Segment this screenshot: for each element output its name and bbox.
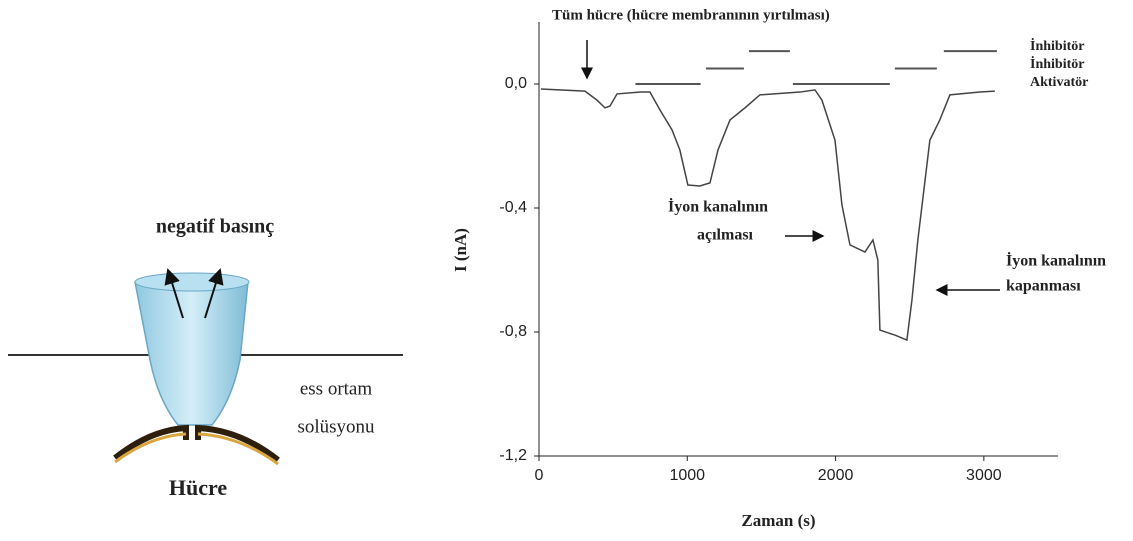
x-axis-title: Zaman (s) [741,511,815,530]
y-axis-title: I (nA) [451,228,470,272]
medium-label: ess ortam [300,378,373,399]
cell-membrane-edge [114,432,279,466]
y-tick-label: -1,2 [499,447,527,464]
medium-label: solüsyonu [297,416,375,437]
cell-label: Hücre [169,475,227,500]
y-tick-label: -0,8 [499,323,527,340]
y-tick-label: -0,4 [499,199,527,216]
annotation: İyon kanalının [1006,251,1106,270]
x-tick-label: 1000 [669,467,705,484]
y-tick-label: 0,0 [505,75,527,92]
pipette-top [134,272,250,292]
annotation: Tüm hücre (hücre membranının yırtılması) [552,7,830,23]
pressure-arrow [164,268,184,319]
annotation: İyon kanalının [668,197,768,216]
cell-membrane [113,424,280,463]
pressure-arrow [204,268,224,319]
annotation: açılması [697,227,754,244]
bar-legend-label: Aktivatör [1030,75,1088,90]
x-tick-label: 0 [535,467,544,484]
bar-legend-label: İnhibitör [1030,55,1084,72]
pipette [134,281,249,426]
annotation: kapanması [1006,278,1081,295]
x-tick-label: 2000 [818,467,854,484]
x-tick-label: 3000 [966,467,1002,484]
pipette-diagram: negatif basınç ess ortam solüsyonu Hücre [8,216,403,500]
bar-legend-label: İnhibitör [1030,37,1084,54]
current-trace [540,88,995,342]
chart: -1,2 -0,8 -0,4 0,0 0 1000 2000 3000 Zaman (s) I (… [451,7,1106,529]
pressure-label: negatif basınç [156,216,274,238]
